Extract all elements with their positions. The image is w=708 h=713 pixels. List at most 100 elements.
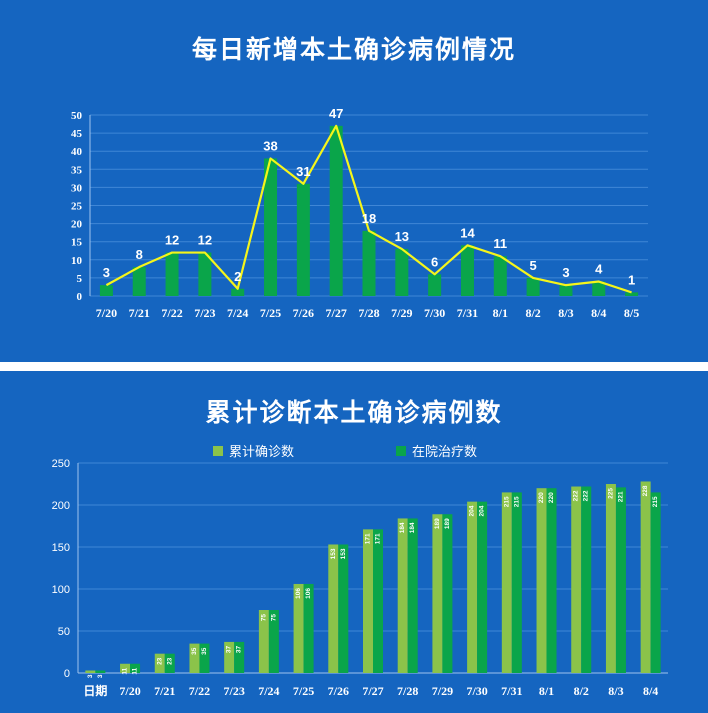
y-tick-label: 35 (71, 164, 83, 176)
bar (231, 288, 245, 296)
bar-cumulative (85, 670, 96, 673)
legend-item-hospitalized: 在院治疗数 (396, 441, 477, 460)
x-tick-label: 8/2 (525, 306, 540, 320)
daily-cases-panel: 每日新增本土确诊病例情况 0 5 10 15 20 25 30 35 40 45 50 7/20 7/2… (0, 0, 708, 362)
data-label: 47 (329, 106, 343, 121)
bar-hospitalized (581, 486, 592, 673)
data-label: 204 (479, 505, 486, 516)
bar-cumulative (640, 481, 651, 673)
cumulative-cases-panel: 累计诊断本土确诊病例数 累计确诊数 在院治疗数 0 50 100 150 200 250 3… (0, 371, 708, 713)
x-tick-label: 8/4 (591, 306, 606, 320)
x-tick-label: 7/29 (432, 684, 453, 698)
data-label: 4 (595, 262, 603, 277)
bar-cumulative (605, 484, 616, 673)
legend-label-hospitalized: 在院治疗数 (412, 445, 478, 460)
data-label: 153 (340, 548, 347, 559)
x-tick-label: 7/29 (391, 306, 412, 320)
bar-hospitalized (338, 544, 349, 673)
series-line (105, 124, 632, 294)
data-label: 228 (642, 485, 649, 496)
bar-hospitalized (234, 641, 245, 673)
data-label: 153 (330, 548, 337, 559)
bar-cumulative (571, 486, 582, 673)
legend-swatch-cumulative (213, 445, 223, 456)
x-tick-label: 7/26 (293, 306, 314, 320)
data-label: 215 (652, 496, 659, 507)
y-tick-label: 50 (71, 110, 83, 122)
bar-hospitalized (511, 492, 522, 673)
bar-cumulative (293, 583, 304, 673)
bar-hospitalized (442, 514, 453, 673)
y-tick-label: 10 (71, 255, 83, 267)
legend-item-cumulative: 累计确诊数 (213, 441, 294, 460)
data-label: 215 (503, 496, 510, 507)
bar-hospitalized (615, 487, 626, 673)
bar (296, 183, 310, 296)
bar-cumulative (432, 514, 443, 673)
x-tick-label: 7/28 (358, 306, 379, 320)
data-label: 6 (431, 254, 438, 269)
data-label: 106 (295, 588, 302, 599)
data-label: 13 (395, 229, 409, 244)
y-tick-label: 45 (71, 128, 83, 140)
data-label: 5 (530, 258, 537, 273)
data-label: 204 (469, 505, 476, 516)
data-label: 221 (617, 491, 624, 502)
bar (132, 267, 146, 296)
x-tick-label: 8/1 (539, 684, 554, 698)
bar-cumulative (328, 544, 339, 673)
data-label: 23 (156, 657, 163, 665)
bar-hospitalized (477, 501, 488, 673)
bar-hospitalized (199, 643, 210, 673)
bar-hospitalized (303, 583, 314, 673)
data-label: 23 (166, 657, 173, 665)
y-tick-label: 15 (71, 237, 83, 249)
bar (165, 252, 179, 296)
bar-cumulative (154, 653, 165, 673)
bar-hospitalized (164, 653, 175, 673)
x-tick-label: 7/22 (161, 306, 182, 320)
y-tick-label: 100 (52, 584, 70, 596)
y-tick-label: 150 (52, 542, 70, 554)
data-label: 37 (226, 646, 233, 654)
bar (559, 285, 573, 296)
data-label: 3 (562, 265, 569, 280)
data-label: 31 (296, 164, 310, 179)
data-label: 14 (460, 225, 475, 240)
data-label: 3 (97, 674, 104, 678)
data-label: 220 (538, 492, 545, 503)
y-tick-label: 5 (77, 273, 83, 285)
data-label: 2 (234, 269, 241, 284)
data-label: 11 (122, 667, 129, 674)
bar-hospitalized (95, 670, 106, 673)
x-tick-label: 7/23 (194, 306, 215, 320)
data-label: 222 (583, 490, 590, 501)
x-tick-label: 7/24 (227, 306, 248, 320)
legend-swatch-hospitalized (396, 445, 406, 456)
bar-cumulative (467, 501, 478, 673)
legend: 累计确诊数 在院治疗数 (0, 441, 708, 461)
y-tick-label: 50 (58, 626, 70, 638)
data-label: 220 (548, 492, 555, 503)
x-tick-label: 7/24 (258, 684, 279, 698)
chart-title-daily: 每日新增本土确诊病例情况 (191, 35, 516, 64)
y-tick-label: 0 (64, 668, 70, 680)
x-tick-label: 7/28 (397, 684, 418, 698)
y-tick-label: 20 (71, 219, 83, 231)
bar-cumulative (536, 488, 547, 673)
data-label: 189 (434, 518, 441, 529)
y-tick-label: 40 (71, 146, 83, 158)
data-label: 75 (260, 614, 267, 622)
data-label: 189 (444, 518, 451, 529)
x-tick-label: 7/21 (154, 684, 175, 698)
bar-cumulative (189, 643, 200, 673)
y-tick-label: 0 (77, 291, 83, 303)
bar-hospitalized (546, 488, 557, 673)
bar (395, 248, 409, 296)
bar (625, 292, 639, 296)
x-tick-label: 8/5 (624, 306, 639, 320)
data-label: 184 (409, 522, 416, 533)
data-label: 184 (399, 522, 406, 533)
x-tick-label: 7/20 (96, 306, 117, 320)
